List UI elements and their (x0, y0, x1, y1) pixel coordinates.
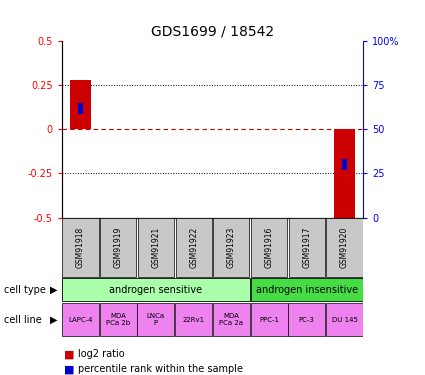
Bar (213, 218, 249, 277)
Bar (176, 218, 212, 277)
Bar (137, 303, 174, 336)
Bar (251, 303, 288, 336)
Title: GDS1699 / 18542: GDS1699 / 18542 (151, 25, 274, 39)
Text: GSM91918: GSM91918 (76, 227, 85, 268)
Text: ■: ■ (64, 350, 74, 359)
Bar (78, 103, 83, 114)
Text: PC-3: PC-3 (299, 316, 315, 322)
Text: log2 ratio: log2 ratio (78, 350, 125, 359)
Bar (100, 218, 136, 277)
Text: MDA
PCa 2a: MDA PCa 2a (219, 313, 244, 326)
Text: 22Rv1: 22Rv1 (183, 316, 205, 322)
Text: GSM91916: GSM91916 (265, 227, 274, 268)
Text: androgen sensitive: androgen sensitive (109, 285, 202, 295)
Bar (288, 303, 325, 336)
Text: cell line: cell line (4, 315, 42, 325)
Text: LNCa
P: LNCa P (147, 313, 165, 326)
Text: DU 145: DU 145 (332, 316, 357, 322)
Bar (251, 218, 287, 277)
Bar (251, 279, 363, 301)
Text: androgen insensitive: androgen insensitive (256, 285, 358, 295)
Text: GSM91921: GSM91921 (151, 227, 160, 268)
Bar (70, 80, 91, 129)
Text: PPC-1: PPC-1 (259, 316, 279, 322)
Bar (213, 303, 250, 336)
Text: MDA
PCa 2b: MDA PCa 2b (106, 313, 130, 326)
Text: percentile rank within the sample: percentile rank within the sample (78, 364, 243, 374)
Bar (326, 303, 363, 336)
Bar (62, 218, 99, 277)
Bar (342, 159, 347, 170)
Text: GSM91922: GSM91922 (189, 227, 198, 268)
Bar (289, 218, 325, 277)
Bar (138, 218, 174, 277)
Text: GSM91917: GSM91917 (302, 227, 311, 268)
Bar (62, 303, 99, 336)
Text: LAPC-4: LAPC-4 (68, 316, 93, 322)
Bar (175, 303, 212, 336)
Text: GSM91923: GSM91923 (227, 227, 236, 268)
Text: ■: ■ (64, 364, 74, 374)
Bar (100, 303, 137, 336)
Text: GSM91919: GSM91919 (114, 227, 123, 268)
Bar (326, 218, 363, 277)
Text: GSM91920: GSM91920 (340, 227, 349, 268)
Text: ▶: ▶ (50, 285, 57, 295)
Bar (334, 129, 355, 218)
Text: ▶: ▶ (50, 315, 57, 325)
Bar (62, 279, 250, 301)
Text: cell type: cell type (4, 285, 46, 295)
